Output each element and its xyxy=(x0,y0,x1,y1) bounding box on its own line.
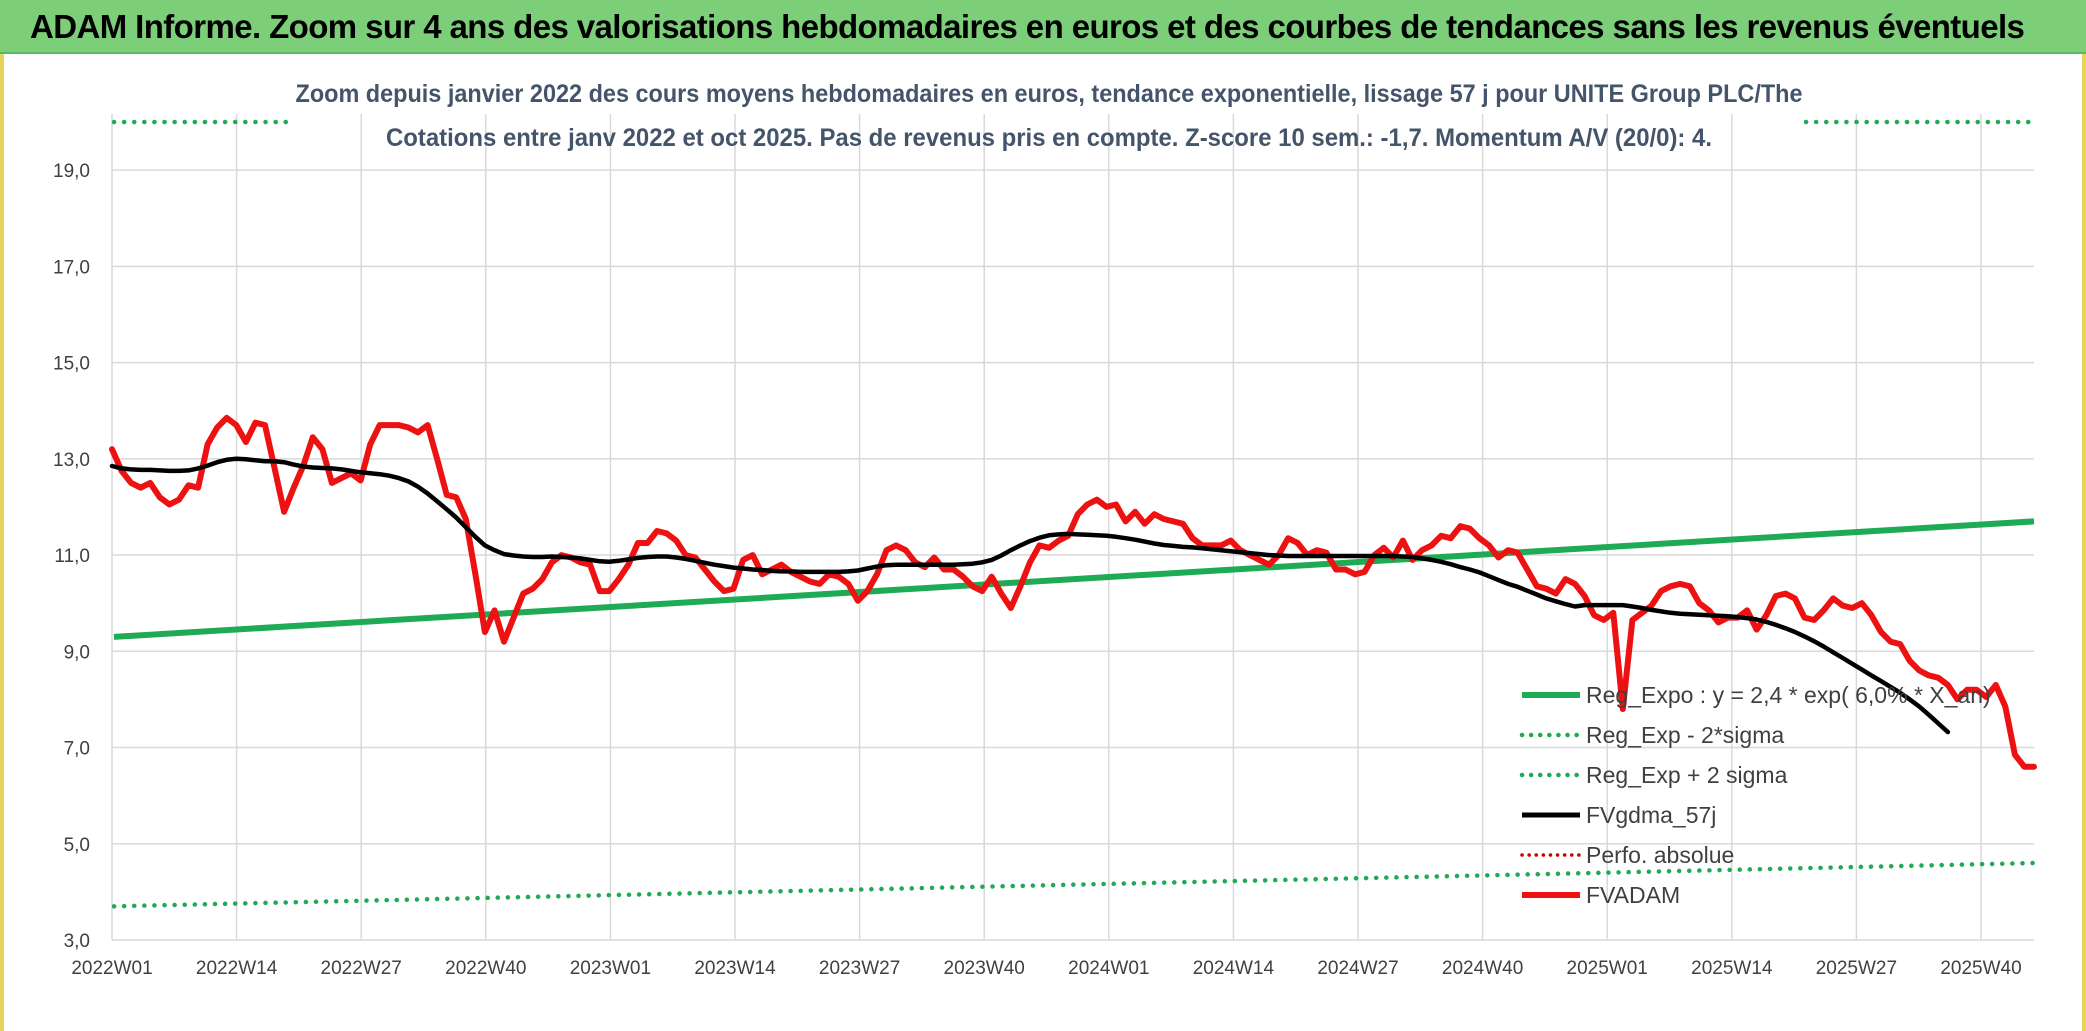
legend-label-reg_exp_plus: Reg_Exp + 2 sigma xyxy=(1586,762,1788,788)
y-tick-label: 11,0 xyxy=(54,546,90,567)
x-tick-label: 2025W40 xyxy=(1940,958,2021,979)
chart-subtitle: Cotations entre janv 2022 et oct 2025. P… xyxy=(386,124,1712,152)
y-tick-label: 9,0 xyxy=(64,642,90,663)
x-tick-label: 2022W14 xyxy=(196,958,278,979)
valuation-chart: 3,0 5,0 7,0 9,0 11,0 13,0 15,0 17,0 19,0 2022W01 2… xyxy=(53,80,2037,979)
x-tick-label: 2024W40 xyxy=(1442,958,1523,979)
reg-expo-line xyxy=(113,518,2035,640)
legend-label-fvgdma: FVgdma_57j xyxy=(1586,802,1716,828)
x-tick-label: 2023W27 xyxy=(819,958,900,979)
y-tick-label: 7,0 xyxy=(64,739,90,760)
chart-titles: Zoom depuis janvier 2022 des cours moyen… xyxy=(296,80,1803,152)
x-tick-label: 2022W27 xyxy=(321,958,402,979)
x-tick-label: 2023W14 xyxy=(694,958,776,979)
y-tick-label: 17,0 xyxy=(53,257,90,278)
x-tick-label: 2025W27 xyxy=(1816,958,1897,979)
legend-label-perfo: Perfo. absolue xyxy=(1586,842,1734,868)
chart-legend: Reg_Expo : y = 2,4 * exp( 6,0% * X_an) Re… xyxy=(1519,682,1991,908)
x-tick-label: 2022W40 xyxy=(445,958,526,979)
fvadam-line xyxy=(109,414,2037,770)
x-tick-label: 2024W01 xyxy=(1068,958,1149,979)
x-tick-label: 2024W14 xyxy=(1193,958,1275,979)
chart-frame: 3,0 5,0 7,0 9,0 11,0 13,0 15,0 17,0 19,0 2022W01 2… xyxy=(0,54,2086,1031)
series-lines xyxy=(109,414,2037,770)
legend-label-fvadam: FVADAM xyxy=(1586,882,1680,908)
sigma-band-lines xyxy=(111,119,2037,909)
report-banner: ADAM Informe. Zoom sur 4 ans des valoris… xyxy=(0,0,2086,54)
x-tick-label: 2024W27 xyxy=(1317,958,1398,979)
x-tick-label: 2023W01 xyxy=(570,958,651,979)
x-tick-label: 2022W01 xyxy=(71,958,152,979)
y-tick-label: 13,0 xyxy=(53,450,90,471)
x-tick-label: 2025W14 xyxy=(1691,958,1773,979)
report-title: ADAM Informe. Zoom sur 4 ans des valoris… xyxy=(30,8,2025,45)
y-tick-label: 15,0 xyxy=(53,354,90,375)
y-tick-label: 3,0 xyxy=(64,931,90,952)
legend-label-reg_expo: Reg_Expo : y = 2,4 * exp( 6,0% * X_an) xyxy=(1586,682,1991,708)
x-tick-label: 2023W40 xyxy=(944,958,1025,979)
y-tick-label: 19,0 xyxy=(53,161,90,182)
chart-title: Zoom depuis janvier 2022 des cours moyen… xyxy=(296,80,1803,108)
y-tick-label: 5,0 xyxy=(64,835,90,856)
fvgdma-57j-line xyxy=(109,456,1951,735)
chart-axes: 3,0 5,0 7,0 9,0 11,0 13,0 15,0 17,0 19,0 2022W01 2… xyxy=(53,161,2022,979)
reg-exp-minus-2sigma-line xyxy=(111,860,2037,909)
legend-label-reg_exp_minus: Reg_Exp - 2*sigma xyxy=(1586,722,1784,748)
x-tick-label: 2025W01 xyxy=(1567,958,1648,979)
